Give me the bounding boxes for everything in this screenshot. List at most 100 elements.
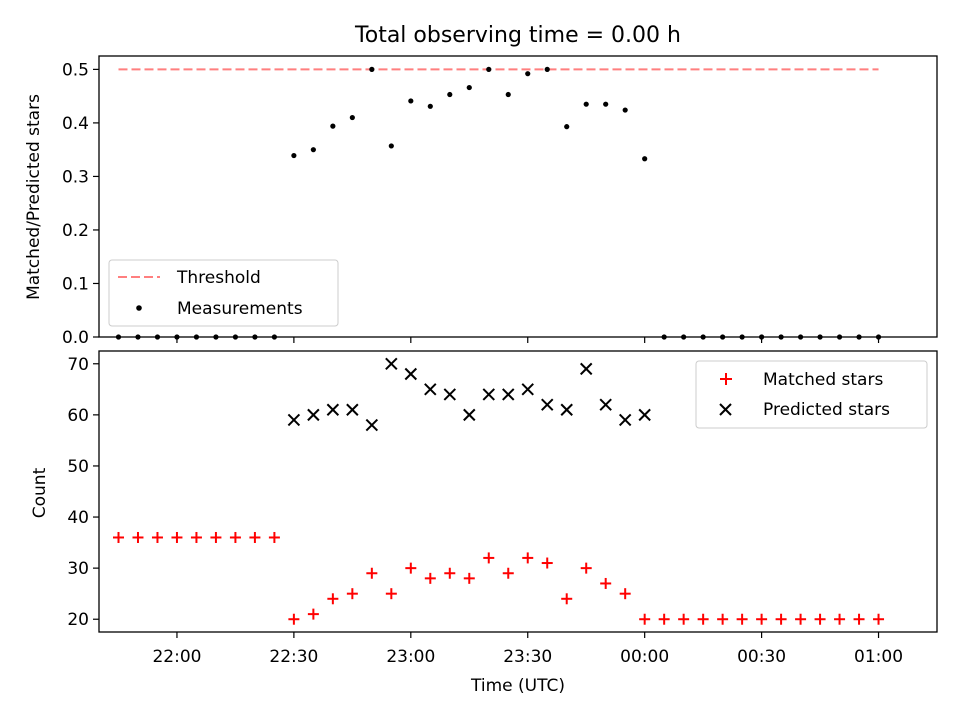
top-y-tick-label: 0.5: [62, 60, 89, 80]
measurement-point: [486, 66, 492, 72]
matched-star-point: [151, 531, 163, 543]
measurement-point: [505, 91, 511, 98]
bottom-y-axis: 20 30 40 50 60 70: [67, 355, 99, 630]
matched-star-point: [814, 613, 826, 625]
matched-star-point: [268, 531, 280, 543]
predicted-star-point: [521, 383, 534, 396]
matched-star-point: [502, 567, 514, 579]
matched-star-point: [541, 557, 553, 569]
top-y-tick-label: 0.0: [62, 328, 89, 348]
predicted-star-point: [463, 408, 476, 422]
measurement-point: [564, 124, 570, 130]
predicted-star-point: [404, 367, 418, 381]
x-tick-label: 23:00: [386, 647, 435, 667]
matched-star-point: [795, 613, 807, 625]
bottom-legend-box: [695, 360, 928, 429]
bottom-x-axis: 22:00 22:30 23:00 23:30 00:00 00:30 01:00: [152, 632, 903, 667]
predicted-star-point: [560, 403, 573, 416]
matched-star-point: [307, 608, 319, 620]
bottom-y-tick-label: 20: [67, 610, 89, 630]
matched-star-point: [249, 531, 261, 543]
top-y-tick-label: 0.4: [62, 114, 89, 134]
matched-star-point: [580, 562, 592, 574]
predicted-star-point: [580, 362, 593, 376]
top-y-axis: 0.0 0.1 0.2 0.3 0.4 0.5: [62, 60, 880, 348]
legend-predicted-swatch: [719, 403, 732, 416]
measurement-point: [622, 107, 628, 113]
matched-star-point: [288, 613, 300, 625]
legend-threshold-label: Threshold: [176, 268, 261, 288]
measurement-point: [466, 84, 472, 91]
matched-star-point: [775, 613, 787, 625]
legend-matched-swatch: [720, 373, 732, 385]
matched-star-point: [229, 531, 241, 543]
predicted-star-point: [385, 357, 398, 370]
top-panel: Total observing time = 0.00 h 0.00.10.20…: [24, 23, 938, 348]
matched-star-point: [424, 572, 436, 584]
top-axes-frame: [98, 55, 938, 338]
predicted-star-point: [287, 413, 301, 427]
top-title: Total observing time = 0.00 h: [354, 23, 681, 48]
x-axis-label: Time (UTC): [470, 676, 565, 696]
bottom-y-axis-label: Count: [30, 467, 50, 518]
matched-star-point: [366, 567, 378, 579]
measurement-point: [349, 114, 355, 121]
top-y-axis-label: Matched/Predicted stars: [24, 94, 44, 300]
top-legend-box: [108, 259, 339, 327]
matched-star-point: [132, 531, 144, 543]
matched-star-point: [873, 613, 885, 625]
matched-star-point: [756, 613, 768, 625]
measurement-point: [603, 101, 609, 107]
bottom-y-tick-label: 50: [67, 457, 89, 477]
matched-star-point: [483, 552, 495, 564]
bottom-y-tick-label: 40: [67, 508, 89, 528]
measurement-point: [642, 156, 648, 162]
matched-star-point: [112, 531, 124, 543]
x-tick-label: 22:00: [152, 647, 201, 667]
predicted-star-point: [618, 413, 632, 427]
matched-star-point: [853, 613, 865, 625]
measurement-point: [427, 103, 433, 109]
legend-predicted-label: Predicted stars: [763, 400, 890, 420]
predicted-star-point: [326, 403, 340, 416]
predicted-star-point: [599, 398, 612, 411]
bottom-y-tick-label: 30: [67, 559, 89, 579]
predicted-star-point: [424, 383, 437, 396]
measurement-point: [544, 66, 550, 72]
predicted-star-point: [482, 388, 495, 401]
matched-star-point: [717, 613, 729, 625]
matched-star-point: [171, 531, 183, 543]
matched-star-point: [658, 613, 670, 625]
measurement-point: [525, 71, 531, 77]
matched-star-point: [736, 613, 748, 625]
legend-measurements-swatch: [136, 305, 142, 311]
top-legend: Threshold Measurements: [108, 259, 339, 327]
bottom-y-tick-label: 60: [67, 406, 89, 426]
bottom-plot-area: [112, 357, 885, 625]
x-tick-label: 00:30: [737, 647, 786, 667]
matched-star-point: [190, 531, 202, 543]
matched-star-point: [327, 593, 339, 605]
matched-star-point: [639, 613, 651, 625]
top-y-tick-label: 0.2: [62, 221, 89, 241]
predicted-star-point: [346, 403, 359, 416]
x-tick-label: 00:00: [620, 647, 669, 667]
legend-measurements-label: Measurements: [177, 299, 303, 319]
matched-star-point: [210, 531, 222, 543]
measurement-point: [310, 147, 316, 153]
matched-star-point: [444, 567, 456, 579]
matched-star-point: [385, 588, 397, 600]
predicted-star-point: [502, 388, 515, 401]
legend-matched-label: Matched stars: [763, 370, 883, 390]
bottom-legend: Matched stars Predicted stars: [695, 360, 928, 429]
matched-star-point: [522, 552, 534, 564]
measurement-point: [369, 66, 375, 72]
matched-star-point: [619, 588, 631, 600]
matched-star-point: [834, 613, 846, 625]
predicted-star-point: [638, 408, 651, 422]
top-y-tick-label: 0.3: [62, 167, 89, 187]
matched-star-point: [697, 613, 709, 625]
x-tick-label: 01:00: [854, 647, 903, 667]
bottom-panel: 20 30 40 50 60 70 22:00 22:30 23:00 23:30 00:00 00…: [30, 350, 938, 696]
measurement-point: [583, 101, 589, 107]
